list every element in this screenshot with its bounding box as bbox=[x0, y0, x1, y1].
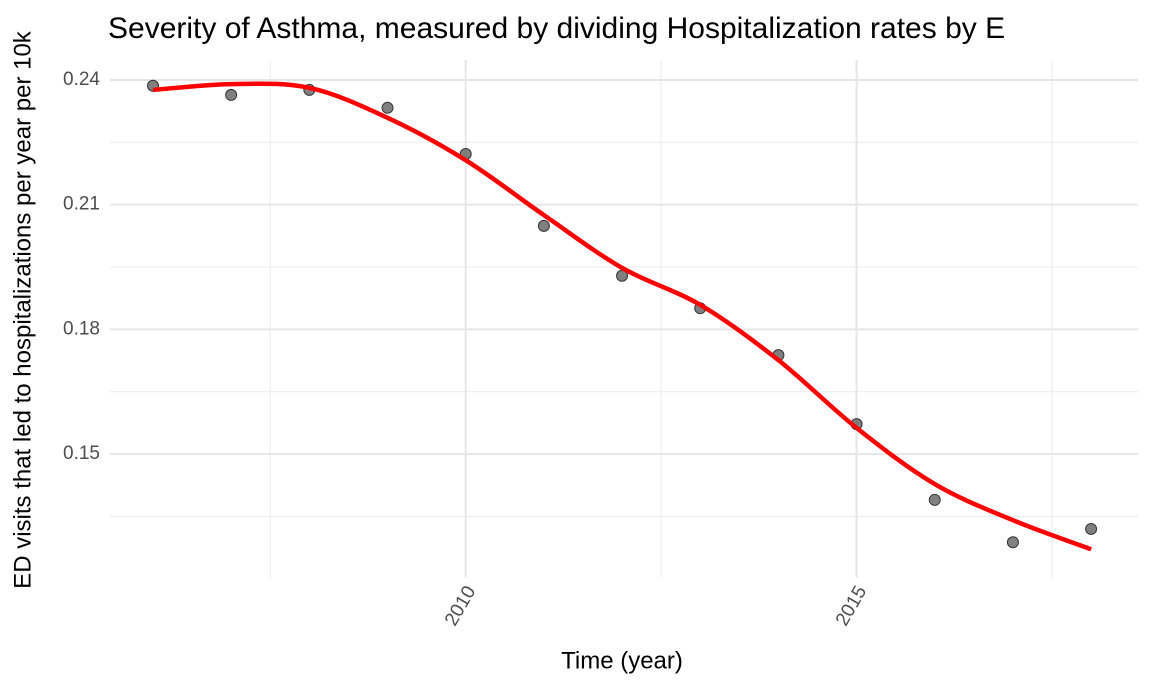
y-tick-label: 0.21 bbox=[63, 194, 100, 215]
x-axis-title: Time (year) bbox=[561, 647, 683, 674]
chart-title: Severity of Asthma, measured by dividing… bbox=[108, 12, 1005, 45]
point bbox=[225, 88, 238, 101]
y-tick-label: 0.18 bbox=[63, 318, 100, 339]
y-axis-title: ED visits that led to hospitalizations p… bbox=[9, 30, 36, 589]
point bbox=[1006, 536, 1019, 549]
y-tick-label: 0.15 bbox=[63, 443, 100, 464]
smooth-line bbox=[152, 81, 1092, 552]
x-tick-label: 2015 bbox=[832, 583, 871, 630]
point bbox=[537, 219, 550, 232]
point bbox=[1085, 522, 1098, 535]
point bbox=[381, 101, 394, 114]
point bbox=[928, 493, 941, 506]
x-tick-label: 2010 bbox=[441, 583, 480, 630]
y-tick-label: 0.24 bbox=[63, 69, 100, 90]
